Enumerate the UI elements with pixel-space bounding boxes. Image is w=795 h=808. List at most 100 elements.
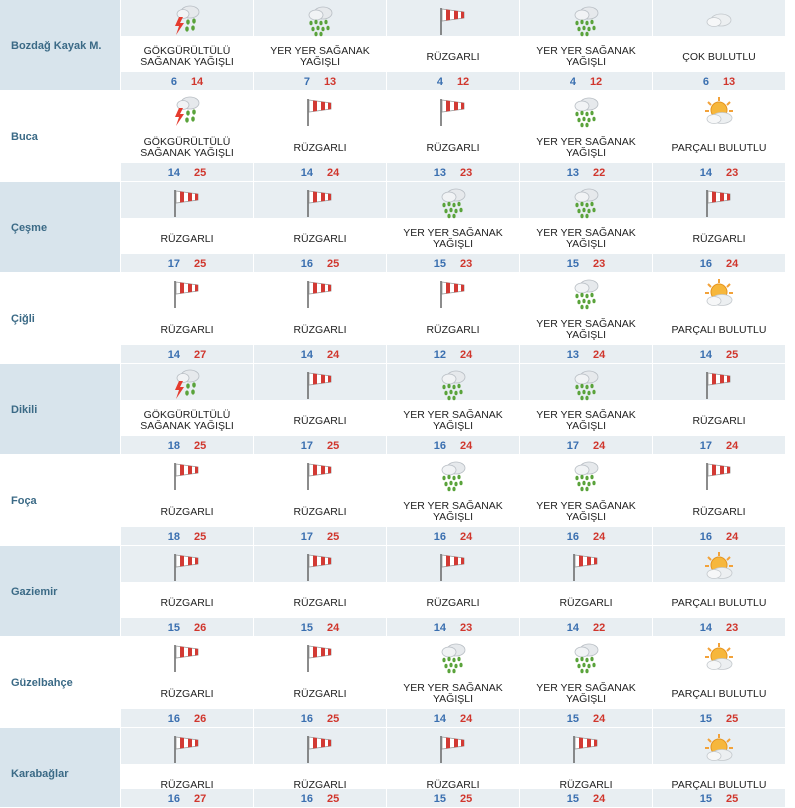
day-cell: RÜZGARLI 17 25 <box>120 182 253 272</box>
condition-text: RÜZGARLI <box>160 232 214 245</box>
day-cell: ÇOK BULUTLU 6 13 <box>652 0 785 90</box>
max-temp: 24 <box>327 167 340 179</box>
windsock-icon <box>303 95 337 129</box>
windsock-icon <box>170 732 204 766</box>
min-temp: 15 <box>433 258 446 270</box>
partly-cloudy-icon <box>702 95 736 129</box>
day-cell: RÜZGARLI 16 24 <box>652 182 785 272</box>
city-name[interactable]: Güzelbahçe <box>11 677 73 689</box>
day-cell: YER YER SAĞANAK YAĞIŞLI 16 24 <box>519 455 652 545</box>
day-cell: RÜZGARLI 15 24 <box>519 728 652 808</box>
min-temp: 18 <box>167 440 180 452</box>
min-temp: 7 <box>303 76 310 88</box>
windsock-icon <box>303 459 337 493</box>
day-cell: YER YER SAĞANAK YAĞIŞLI 16 24 <box>386 455 519 545</box>
windsock-icon <box>303 368 337 402</box>
max-temp: 24 <box>593 349 606 361</box>
max-temp: 25 <box>194 167 207 179</box>
max-temp: 23 <box>593 258 606 270</box>
day-cell: RÜZGARLI 18 25 <box>120 455 253 545</box>
thunderstorm-icon <box>170 4 204 38</box>
day-cell: YER YER SAĞANAK YAĞIŞLI 7 13 <box>253 0 386 90</box>
min-temp: 14 <box>699 349 712 361</box>
condition-text: RÜZGARLI <box>293 596 347 609</box>
max-temp: 24 <box>460 713 473 725</box>
day-cell: RÜZGARLI 12 24 <box>386 273 519 363</box>
windsock-icon <box>702 186 736 220</box>
day-cell: RÜZGARLI 14 24 <box>253 273 386 363</box>
day-cell: RÜZGARLI 14 23 <box>386 546 519 636</box>
max-temp: 12 <box>456 76 470 88</box>
min-temp: 15 <box>300 622 313 634</box>
max-temp: 22 <box>593 167 606 179</box>
windsock-icon <box>436 277 470 311</box>
condition-text: YER YER SAĞANAK YAĞIŞLI <box>536 682 636 705</box>
day-cell: PARÇALI BULUTLU 14 25 <box>652 273 785 363</box>
city-name[interactable]: Buca <box>11 131 38 143</box>
condition-text: YER YER SAĞANAK YAĞIŞLI <box>536 500 636 523</box>
max-temp: 24 <box>460 531 473 543</box>
day-cell: RÜZGARLI 14 22 <box>519 546 652 636</box>
max-temp: 13 <box>722 76 736 88</box>
min-temp: 6 <box>170 76 177 88</box>
shower-icon <box>436 368 470 402</box>
day-cell: PARÇALI BULUTLU 15 25 <box>652 728 785 808</box>
condition-text: YER YER SAĞANAK YAĞIŞLI <box>403 500 503 523</box>
day-cell: RÜZGARLI 17 25 <box>253 364 386 454</box>
min-temp: 16 <box>433 440 446 452</box>
condition-text: RÜZGARLI <box>426 50 480 63</box>
condition-text: RÜZGARLI <box>160 778 214 791</box>
windsock-icon <box>170 459 204 493</box>
max-temp: 25 <box>726 793 739 805</box>
shower-icon <box>569 95 603 129</box>
max-temp: 24 <box>726 440 739 452</box>
day-cell: RÜZGARLI 16 24 <box>652 455 785 545</box>
day-cell: YER YER SAĞANAK YAĞIŞLI 15 23 <box>519 182 652 272</box>
city-name[interactable]: Gaziemir <box>11 586 58 598</box>
condition-text: RÜZGARLI <box>293 505 347 518</box>
day-cell: YER YER SAĞANAK YAĞIŞLI 16 24 <box>386 364 519 454</box>
partly-cloudy-icon <box>702 732 736 766</box>
city-name[interactable]: Çiğli <box>11 313 35 325</box>
city-name[interactable]: Dikili <box>11 404 38 416</box>
windsock-icon <box>436 732 470 766</box>
condition-text: PARÇALI BULUTLU <box>671 687 767 700</box>
condition-text: RÜZGARLI <box>293 687 347 700</box>
min-temp: 16 <box>566 531 579 543</box>
min-temp: 13 <box>566 167 579 179</box>
min-temp: 17 <box>566 440 579 452</box>
shower-icon <box>569 186 603 220</box>
min-temp: 14 <box>433 713 446 725</box>
min-temp: 13 <box>433 167 446 179</box>
shower-icon <box>569 4 603 38</box>
city-name[interactable]: Çeşme <box>11 222 48 234</box>
condition-text: RÜZGARLI <box>426 778 480 791</box>
condition-text: GÖKGÜRÜLTÜLÜ SAĞANAK YAĞIŞLI <box>140 45 234 68</box>
day-cell: RÜZGARLI 14 27 <box>120 273 253 363</box>
condition-text: YER YER SAĞANAK YAĞIŞLI <box>270 45 370 68</box>
city-name[interactable]: Bozdağ Kayak M. <box>11 40 102 52</box>
city-name[interactable]: Karabağlar <box>11 768 69 780</box>
max-temp: 26 <box>194 622 207 634</box>
windsock-icon <box>569 732 603 766</box>
min-temp: 14 <box>167 349 180 361</box>
condition-text: RÜZGARLI <box>426 141 480 154</box>
min-temp: 16 <box>433 531 446 543</box>
forecast-row: Güzelbahçe RÜZGARLI 16 26 RÜZGARLI 16 25 YER… <box>0 637 795 728</box>
windsock-icon <box>303 277 337 311</box>
forecast-row: Çiğli RÜZGARLI 14 27 RÜZGARLI 14 24 RÜZGARLI… <box>0 273 795 364</box>
forecast-row: Karabağlar RÜZGARLI 16 27 RÜZGARLI 16 25 RÜZ… <box>0 728 795 808</box>
partly-cloudy-icon <box>702 277 736 311</box>
condition-text: RÜZGARLI <box>559 778 613 791</box>
condition-text: RÜZGARLI <box>293 778 347 791</box>
condition-text: RÜZGARLI <box>426 323 480 336</box>
max-temp: 24 <box>726 258 739 270</box>
city-name[interactable]: Foça <box>11 495 37 507</box>
min-temp: 14 <box>433 622 446 634</box>
partly-cloudy-icon <box>702 550 736 584</box>
min-temp: 14 <box>167 167 180 179</box>
max-temp: 25 <box>460 793 473 805</box>
condition-text: YER YER SAĞANAK YAĞIŞLI <box>403 682 503 705</box>
day-cell: RÜZGARLI 16 26 <box>120 637 253 727</box>
